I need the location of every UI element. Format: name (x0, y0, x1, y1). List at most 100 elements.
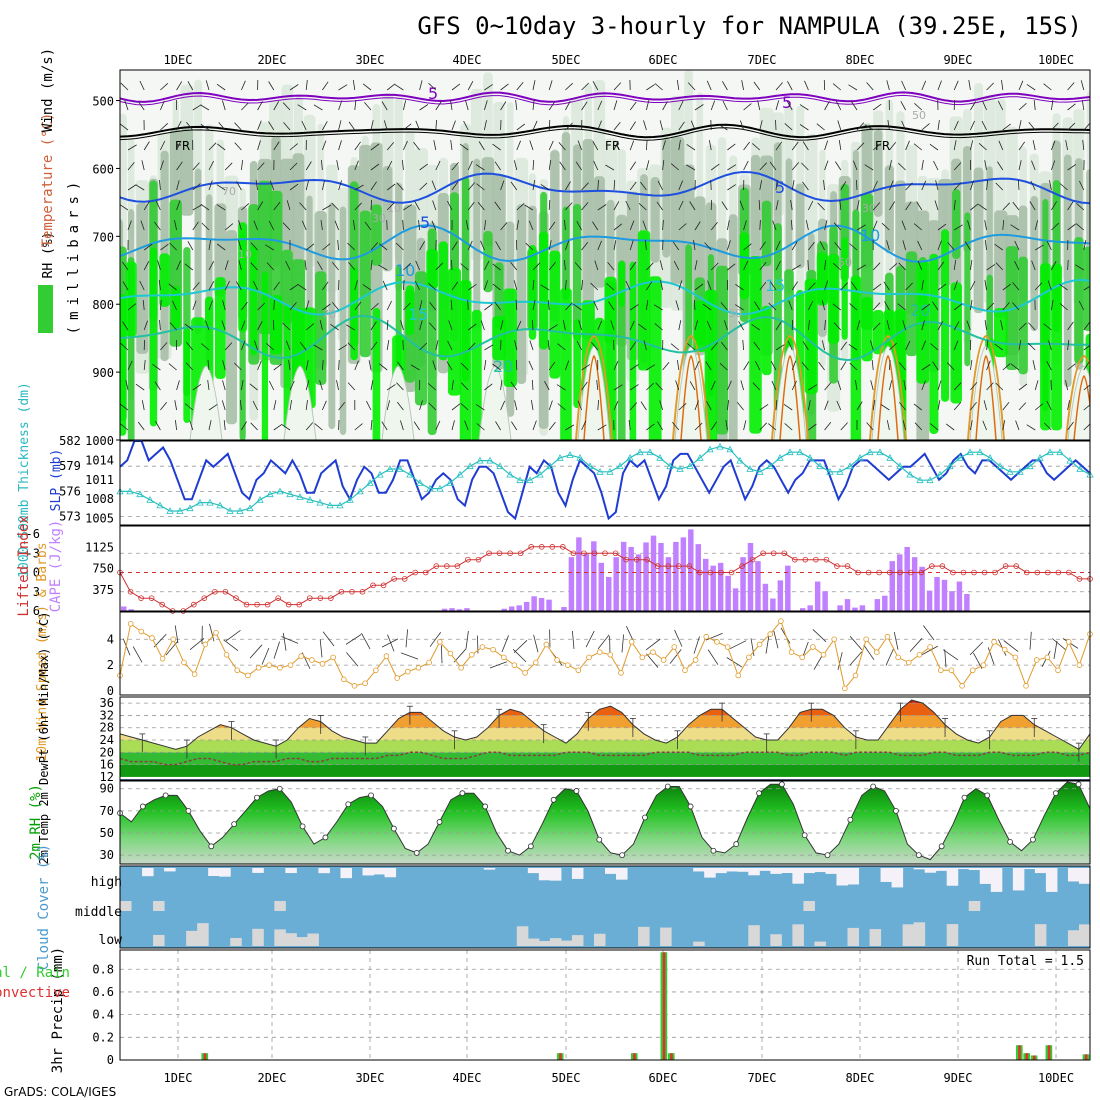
wind-barb (176, 140, 182, 151)
wind-barb (299, 341, 307, 351)
contour-label: 10 (860, 226, 880, 245)
wind-barb (707, 280, 712, 291)
rh2m-point (870, 783, 877, 790)
wind-barb (706, 80, 712, 91)
wind-barb (205, 320, 210, 331)
lifted-index-point (560, 544, 566, 550)
wind-barb (314, 423, 323, 431)
wind10-point (905, 659, 912, 666)
wind-barb (889, 160, 892, 171)
wind-barb (629, 140, 635, 151)
lifted-index-point (665, 563, 672, 569)
lifted-index-point (623, 556, 629, 563)
rh-shade (281, 249, 293, 324)
wind-barb (694, 221, 701, 231)
wind-barb (953, 280, 958, 291)
lifted-index-point (591, 550, 598, 557)
wind-barb (548, 324, 558, 331)
rh2m-point (619, 852, 626, 859)
lifted-index-point (538, 544, 545, 550)
wind-barb (418, 220, 420, 231)
wind-barb (662, 160, 665, 171)
wind-barb (478, 141, 485, 151)
cloud-labels: Cloud Cover (%) (36, 844, 52, 970)
wind10-barb (707, 649, 719, 665)
wind-barb (467, 240, 473, 251)
lifted-index-point (654, 563, 661, 569)
rh-shade (459, 280, 472, 440)
rh-shade (328, 203, 336, 430)
wind-barb (268, 81, 275, 91)
wind-barb (305, 360, 309, 371)
wind-barb (986, 360, 991, 371)
wind-barb (883, 281, 890, 291)
wind-barb (187, 241, 194, 251)
rh2m-labels: 2m RH (%) (28, 784, 44, 860)
temp-15-contour (120, 278, 1090, 316)
rh2m-point (938, 843, 945, 850)
wind-barb (739, 200, 744, 211)
wind-barb (1018, 160, 1022, 171)
cape-bar (583, 553, 590, 611)
wind-barb (856, 179, 858, 191)
wind-barb (218, 122, 226, 131)
wind-barb (241, 380, 244, 391)
lifted-index-point (939, 563, 946, 569)
wind-barb (856, 224, 866, 231)
temp-25-contour (575, 334, 613, 440)
cape-bar (874, 599, 881, 611)
wind-barb (495, 421, 501, 431)
wind-barb (415, 120, 420, 131)
wind-barb (447, 200, 453, 211)
precip-legend-convective: Convective (0, 985, 70, 1001)
wind-barb (467, 299, 469, 311)
wind-barb (319, 320, 323, 331)
cape-bar (785, 565, 791, 611)
cloud-low-gap (814, 941, 826, 946)
cape-bar (441, 608, 448, 611)
ua-y-tick: 900 (92, 366, 114, 380)
wind-barb (273, 400, 277, 411)
wind-barb (597, 120, 602, 131)
wind-barb (338, 140, 342, 151)
wind-barb (693, 240, 696, 251)
wind-barb (143, 261, 150, 271)
wind-barb (702, 303, 712, 311)
thickness-point (796, 448, 804, 456)
wind10-point (1023, 683, 1029, 689)
rh2m-point (642, 814, 648, 821)
thickness-point (336, 501, 344, 509)
wind-barb (305, 380, 310, 391)
lifted-index-point (370, 582, 376, 589)
wind10-barb (572, 630, 575, 649)
wind-barb (808, 282, 816, 291)
precip-convective-bar (203, 1053, 207, 1060)
wind-barb (613, 223, 623, 231)
cloud-low-gap (186, 930, 198, 946)
x-tick-top: 2DEC (258, 53, 287, 67)
wind-barb (222, 380, 226, 391)
wind-barb (200, 203, 210, 211)
lifted-index-point (328, 595, 334, 601)
wind-barb (903, 380, 906, 391)
wind-barb (791, 360, 797, 371)
wind-barb (289, 143, 298, 151)
cape-bar (926, 590, 933, 611)
cape-bar (464, 608, 470, 611)
wind-barb (1059, 303, 1068, 311)
wind-barb (548, 240, 552, 251)
wind-barb (250, 262, 258, 271)
wind-barb (386, 300, 392, 311)
wind10-barb (281, 636, 299, 644)
cloud-high-gap (770, 868, 782, 874)
cloud-low-gap (560, 940, 573, 946)
wind-barb (646, 84, 655, 91)
wind-barb (174, 220, 177, 231)
lifted-index-point (834, 563, 840, 569)
thickness-point (276, 487, 284, 495)
thickness-point (726, 445, 734, 453)
lifted-index-point (1055, 569, 1062, 576)
wind10-point (170, 636, 177, 643)
wind-barb (889, 359, 891, 371)
cloud-high-gap (836, 868, 848, 886)
